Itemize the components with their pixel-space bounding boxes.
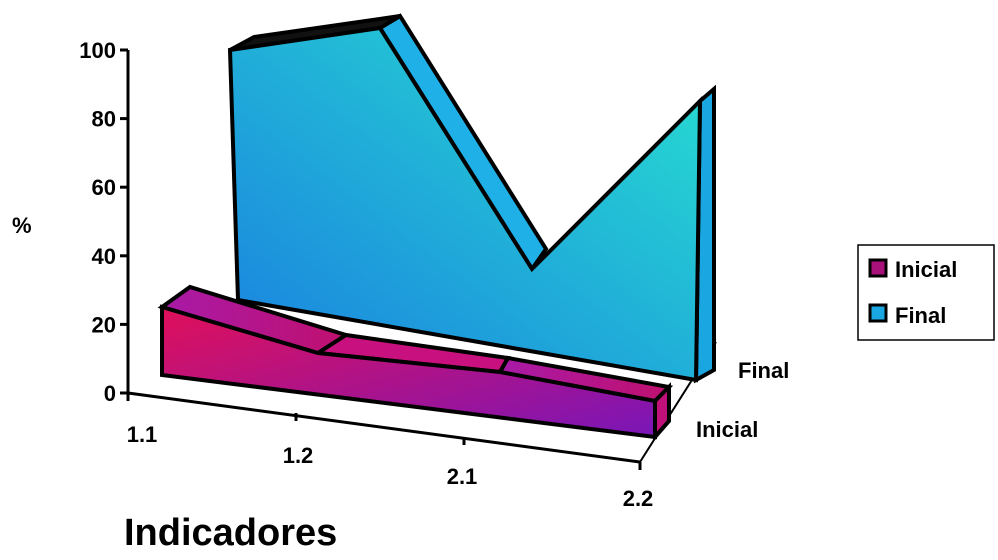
series-inicial bbox=[157, 284, 674, 443]
y-tick-label: 40 bbox=[92, 244, 116, 269]
y-ticks: 0 20 40 60 80 100 bbox=[79, 38, 128, 406]
x-ticks: 1.1 1.2 2.1 2.2 bbox=[126, 393, 654, 511]
y-tick-label: 60 bbox=[92, 175, 116, 200]
x-tick-label: 2.2 bbox=[623, 486, 654, 511]
inicial-end-face bbox=[653, 382, 671, 443]
depth-label-final: Final bbox=[738, 358, 789, 383]
legend-label-inicial: Inicial bbox=[895, 257, 957, 282]
x-tick-label: 1.1 bbox=[127, 422, 158, 447]
legend-swatch-inicial bbox=[868, 258, 888, 278]
series-final bbox=[227, 13, 716, 384]
legend: Inicial Final bbox=[857, 244, 995, 341]
x-tick-label: 2.1 bbox=[447, 464, 478, 489]
legend-label-final: Final bbox=[895, 303, 946, 328]
y-tick-label: 100 bbox=[79, 38, 116, 63]
y-tick-label: 80 bbox=[92, 107, 116, 132]
y-tick-label: 0 bbox=[104, 381, 116, 406]
y-tick-label: 20 bbox=[92, 312, 116, 337]
depth-label-inicial: Inicial bbox=[696, 417, 758, 442]
x-tick-label: 1.2 bbox=[283, 443, 314, 468]
legend-swatch-final bbox=[868, 303, 888, 323]
x-axis-line bbox=[127, 391, 641, 464]
y-axis-label: % bbox=[12, 213, 32, 238]
x-axis-title: Indicadores bbox=[124, 512, 337, 554]
